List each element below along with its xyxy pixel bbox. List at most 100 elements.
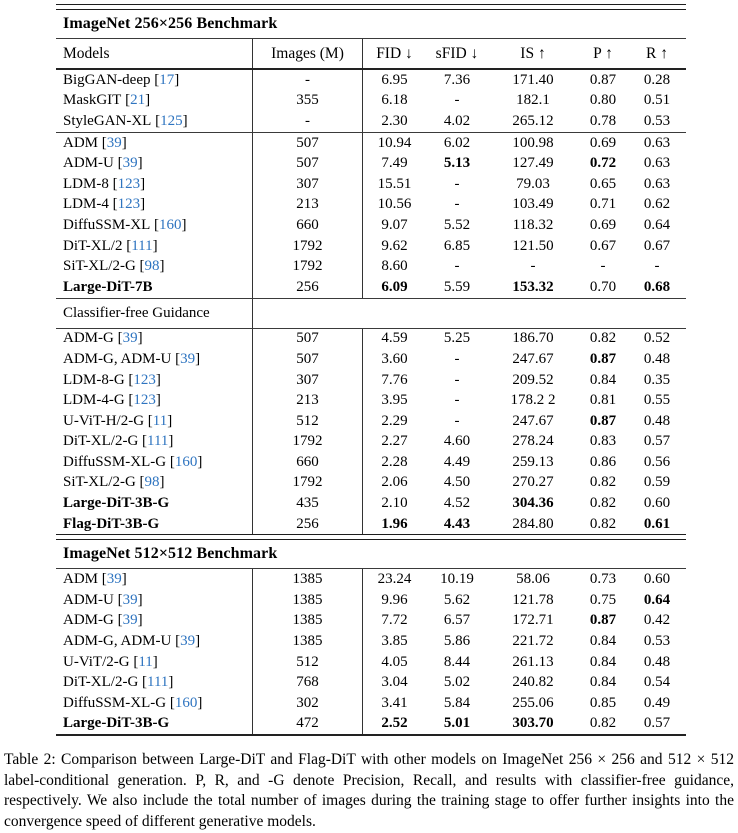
citation-link[interactable]: 11 — [152, 412, 168, 429]
citation-link[interactable]: 123 — [133, 392, 156, 409]
table-row: ADM-U [39] 507 7.49 5.13 127.49 0.72 0.63 — [56, 153, 686, 174]
value-cell: 118.32 — [512, 216, 554, 233]
value-cell: 0.52 — [643, 330, 671, 347]
citation-link[interactable]: 111 — [147, 674, 169, 691]
citation-link[interactable]: 123 — [133, 371, 156, 388]
value-cell: 0.64 — [643, 216, 671, 233]
citation-bracket: [ — [138, 433, 148, 450]
citation-link[interactable]: 98 — [144, 258, 160, 275]
citation-link[interactable]: 39 — [122, 591, 138, 608]
model-cell: Flag-DiT-3B-G — [56, 516, 252, 533]
value-cell: 261.13 — [512, 653, 554, 670]
table-row: ADM [39] 507 10.94 6.02 100.98 0.69 0.63 — [56, 132, 686, 154]
citation-bracket: ] — [140, 196, 146, 213]
citation-link[interactable]: 123 — [117, 196, 141, 213]
citation-link[interactable]: 123 — [117, 175, 141, 192]
value-cell: 303.70 — [512, 715, 554, 732]
model-name: LDM-4-G — [63, 392, 125, 409]
citation-bracket: ] — [182, 112, 188, 129]
value-cell: 6.57 — [443, 612, 471, 629]
value-cell: 1.96 — [362, 513, 426, 535]
table-row: ADM-G, ADM-U [39] 507 3.60-247.67 0.87 0.48 — [56, 349, 686, 370]
citation-link[interactable]: 125 — [160, 112, 183, 129]
value-cell: - — [252, 70, 362, 91]
citation-bracket: ] — [197, 453, 203, 470]
value-cell: 186.70 — [512, 330, 554, 347]
citation-link[interactable]: 39 — [122, 612, 138, 629]
value-cell: 1385 — [252, 610, 362, 632]
citation-bracket: ] — [155, 392, 161, 409]
citation-bracket: [ — [151, 112, 161, 129]
citation-link[interactable]: 39 — [106, 571, 122, 588]
model-name: ADM-U — [63, 155, 114, 172]
table-row: StyleGAN-XL [125] -2.30 4.02 265.12 0.78 0.53 — [56, 111, 686, 132]
model-name: LDM-8 — [63, 175, 109, 192]
table-row: DiT-XL/2-G [111] 1792 2.27 4.60 278.24 0.83 0.… — [56, 431, 686, 453]
value-cell: 171.40 — [512, 71, 554, 88]
value-cell: 6.18 — [362, 90, 426, 112]
value-cell: 121.78 — [512, 591, 554, 608]
value-cell: 5.86 — [443, 633, 471, 650]
citation-link[interactable]: 39 — [180, 350, 196, 367]
value-cell: 265.12 — [512, 112, 554, 129]
value-cell: 0.28 — [643, 71, 671, 88]
citation-link[interactable]: 21 — [130, 92, 146, 109]
citation-bracket: ] — [145, 92, 151, 109]
value-cell: 355 — [252, 90, 362, 112]
model-name: BigGAN-deep — [63, 71, 151, 88]
citation-bracket: [ — [171, 350, 181, 367]
model-cell: ADM-G, ADM-U [39] — [56, 351, 252, 368]
citation-link[interactable]: 111 — [147, 433, 169, 450]
section-title-row: ImageNet 512×512 Benchmark — [56, 540, 686, 568]
value-cell: 103.49 — [512, 196, 554, 213]
value-cell: 512 — [252, 651, 362, 673]
value-cell: 0.35 — [643, 371, 671, 388]
value-cell: 213 — [252, 194, 362, 216]
citation-bracket: [ — [108, 196, 118, 213]
horizontal-rule — [56, 534, 686, 541]
citation-link[interactable]: 11 — [138, 653, 153, 670]
value-cell: 7.49 — [362, 153, 426, 174]
model-cell: DiT-XL/2 [111] — [56, 238, 252, 255]
value-cell: 1792 — [252, 472, 362, 494]
value-cell: 10.19 — [440, 571, 474, 588]
horizontal-rule — [56, 131, 686, 133]
citation-link[interactable]: 160 — [158, 216, 182, 233]
citation-bracket: ] — [197, 694, 203, 711]
value-cell: 0.62 — [643, 196, 671, 213]
value-cell: 5.59 — [443, 278, 471, 295]
value-cell: 0.64 — [643, 591, 671, 608]
value-cell: 2.52 — [362, 713, 426, 735]
value-cell: 0.78 — [589, 112, 617, 129]
value-cell: 435 — [252, 493, 362, 514]
value-cell: 255.06 — [512, 694, 554, 711]
citation-bracket: [ — [150, 71, 160, 88]
citation-bracket: [ — [113, 155, 123, 172]
citation-link[interactable]: 17 — [159, 71, 175, 88]
model-cell: ADM [39] — [56, 135, 252, 152]
table-row: MaskGIT [21] 355 6.18-182.1 0.80 0.51 — [56, 90, 686, 112]
citation-link[interactable]: 39 — [106, 134, 122, 151]
value-cell: 9.62 — [362, 235, 426, 257]
citation-link[interactable]: 39 — [180, 633, 196, 650]
table-row: U-ViT-H/2-G [11] 512 2.29-247.67 0.87 0.48 — [56, 410, 686, 432]
citation-link[interactable]: 160 — [174, 694, 198, 711]
value-cell: 4.52 — [443, 495, 471, 512]
value-cell: 0.70 — [589, 278, 617, 295]
citation-bracket: ] — [121, 571, 127, 588]
model-name: SiT-XL/2-G — [63, 474, 136, 491]
value-cell: 0.85 — [589, 694, 617, 711]
value-cell: 5.01 — [443, 715, 471, 732]
citation-link[interactable]: 39 — [122, 155, 138, 172]
value-cell: 2.27 — [362, 431, 426, 453]
citation-bracket: ] — [174, 71, 180, 88]
value-cell: 9.96 — [362, 590, 426, 611]
value-cell: 0.48 — [643, 653, 671, 670]
citation-link[interactable]: 111 — [131, 237, 153, 254]
citation-link[interactable]: 39 — [122, 330, 138, 347]
value-cell: 768 — [252, 672, 362, 694]
value-cell: 0.80 — [589, 92, 617, 109]
value-cell: 153.32 — [512, 278, 554, 295]
citation-link[interactable]: 160 — [174, 453, 198, 470]
citation-link[interactable]: 98 — [144, 474, 160, 491]
